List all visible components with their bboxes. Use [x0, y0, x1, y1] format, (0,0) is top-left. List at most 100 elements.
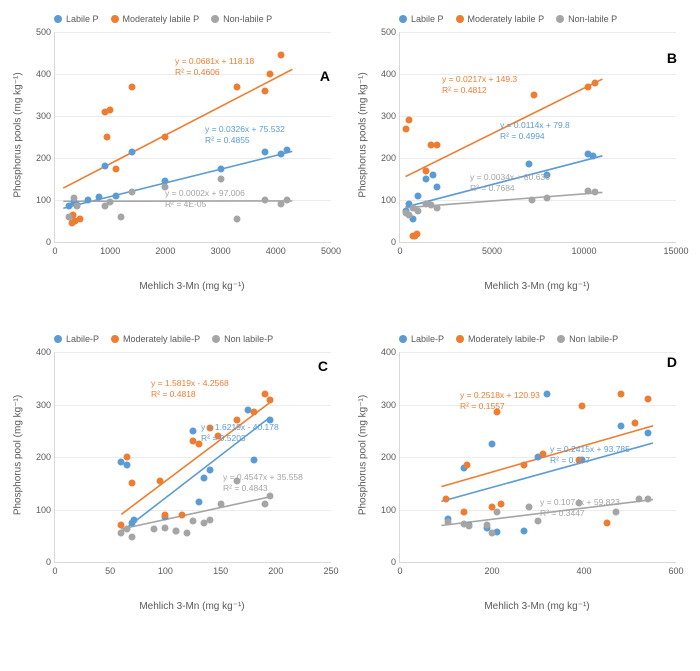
data-point-moderate — [433, 142, 440, 149]
data-point-moderate — [278, 52, 285, 59]
data-point-nonlabile — [65, 213, 72, 220]
data-point-nonlabile — [107, 199, 114, 206]
equation-labile: y = 0.0326x + 75.532R² = 0.4855 — [205, 124, 285, 145]
legend-item: Non labile-P — [212, 334, 273, 344]
legend-label: Labile-P — [411, 334, 444, 344]
data-point-nonlabile — [544, 194, 551, 201]
data-point-nonlabile — [529, 197, 536, 204]
panel-letter: A — [320, 68, 330, 84]
data-point-labile — [415, 192, 422, 199]
plot-area: 0100200300400500010002000300040005000y =… — [54, 32, 331, 243]
data-point-labile — [129, 148, 136, 155]
legend-label: Non-labile P — [568, 14, 617, 24]
data-point-nonlabile — [406, 211, 413, 218]
x-tick-label: 0 — [397, 242, 402, 256]
data-point-labile — [422, 176, 429, 183]
equation-moderate: y = 0.0681x + 118.18R² = 0.4606 — [175, 56, 254, 77]
data-point-labile — [123, 461, 130, 468]
data-point-nonlabile — [283, 197, 290, 204]
y-tick-label: 0 — [11, 237, 55, 247]
data-point-nonlabile — [184, 530, 191, 537]
x-tick-label: 50 — [105, 562, 115, 576]
x-tick-label: 2000 — [155, 242, 175, 256]
data-point-labile — [525, 161, 532, 168]
legend-dot-icon — [111, 15, 119, 23]
y-axis-label: Phosphorus pool (mg kg⁻¹) — [358, 355, 369, 555]
legend-label: Moderately labile-P — [468, 334, 545, 344]
data-point-moderate — [578, 402, 585, 409]
data-point-nonlabile — [129, 533, 136, 540]
data-point-moderate — [156, 477, 163, 484]
legend: Labile-P Moderately labile-P Non labile-P — [399, 334, 681, 344]
data-point-nonlabile — [489, 530, 496, 537]
data-point-nonlabile — [433, 204, 440, 211]
data-point-nonlabile — [592, 189, 599, 196]
data-point-nonlabile — [445, 519, 452, 526]
legend-label: Moderately labile P — [468, 14, 545, 24]
data-point-labile — [101, 163, 108, 170]
legend-dot-icon — [456, 335, 464, 343]
trend-line-moderate — [121, 402, 270, 514]
data-point-moderate — [104, 134, 111, 141]
x-axis-label: Mehlich 3-Mn (mg kg⁻¹) — [484, 601, 589, 612]
legend-item: Non labile-P — [557, 334, 618, 344]
data-point-moderate — [443, 496, 450, 503]
equation-nonlabile: y = 0.4547x + 35.558R² = 0.4843 — [223, 472, 303, 493]
legend-item: Moderately labile-P — [456, 334, 545, 344]
legend: Labile PModerately labile PNon-labile P — [54, 14, 336, 24]
data-point-moderate — [267, 397, 274, 404]
legend-label: Moderately labile-P — [123, 334, 200, 344]
data-point-nonlabile — [267, 493, 274, 500]
data-point-moderate — [592, 80, 599, 87]
data-point-labile — [85, 197, 92, 204]
data-point-labile — [190, 427, 197, 434]
data-point-nonlabile — [493, 509, 500, 516]
legend-dot-icon — [54, 15, 62, 23]
data-point-nonlabile — [234, 215, 241, 222]
data-point-moderate — [521, 461, 528, 468]
data-point-moderate — [645, 396, 652, 403]
equation-labile: y = 0.0114x + 79.8R² = 0.4994 — [500, 120, 570, 141]
data-point-nonlabile — [190, 518, 197, 525]
data-point-nonlabile — [217, 501, 224, 508]
data-point-labile — [645, 430, 652, 437]
equation-nonlabile: y = 0.0002x + 97.006R² = 4E-05 — [165, 188, 245, 209]
x-tick-label: 1000 — [100, 242, 120, 256]
data-point-labile — [112, 192, 119, 199]
data-point-moderate — [129, 480, 136, 487]
panel-letter: D — [667, 354, 677, 370]
legend-item: Labile P — [399, 14, 444, 24]
legend-item: Moderately labile P — [111, 14, 200, 24]
data-point-moderate — [112, 165, 119, 172]
panel-a: Labile PModerately labile PNon-labile P0… — [10, 10, 340, 290]
legend-dot-icon — [556, 15, 564, 23]
legend: Labile-P Moderately labile-P Non labile-P — [54, 334, 336, 344]
x-tick-label: 0 — [397, 562, 402, 576]
data-point-moderate — [617, 391, 624, 398]
x-tick-label: 400 — [576, 562, 591, 576]
data-point-moderate — [461, 509, 468, 516]
legend-dot-icon — [111, 335, 119, 343]
data-point-nonlabile — [217, 176, 224, 183]
legend-item: Non-labile P — [211, 14, 272, 24]
data-point-nonlabile — [484, 522, 491, 529]
x-tick-label: 150 — [213, 562, 228, 576]
y-axis-label: Phosphorus pools (mg kg⁻¹) — [358, 35, 369, 235]
legend-label: Labile-P — [66, 334, 99, 344]
data-point-labile — [283, 147, 290, 154]
x-axis-label: Mehlich 3-Mn (mg kg⁻¹) — [139, 601, 244, 612]
data-point-labile — [617, 422, 624, 429]
equation-moderate: y = 0.2518x + 120.93R² = 0.1557 — [460, 390, 540, 411]
data-point-labile — [96, 193, 103, 200]
equation-labile: y = 0.2415x + 93.785R² = 0.147 — [550, 444, 630, 465]
plot-area: 0100200300400050100150200250y = 1.6219x … — [54, 352, 331, 563]
x-axis-label: Mehlich 3-Mn (mg kg⁻¹) — [484, 281, 589, 292]
data-point-nonlabile — [151, 526, 158, 533]
data-point-nonlabile — [71, 194, 78, 201]
data-point-moderate — [76, 215, 83, 222]
legend-dot-icon — [456, 15, 464, 23]
plot-area: 01002003004000200400600y = 0.2415x + 93.… — [399, 352, 676, 563]
data-point-moderate — [539, 451, 546, 458]
x-axis-label: Mehlich 3-Mn (mg kg⁻¹) — [139, 281, 244, 292]
legend-dot-icon — [212, 335, 220, 343]
